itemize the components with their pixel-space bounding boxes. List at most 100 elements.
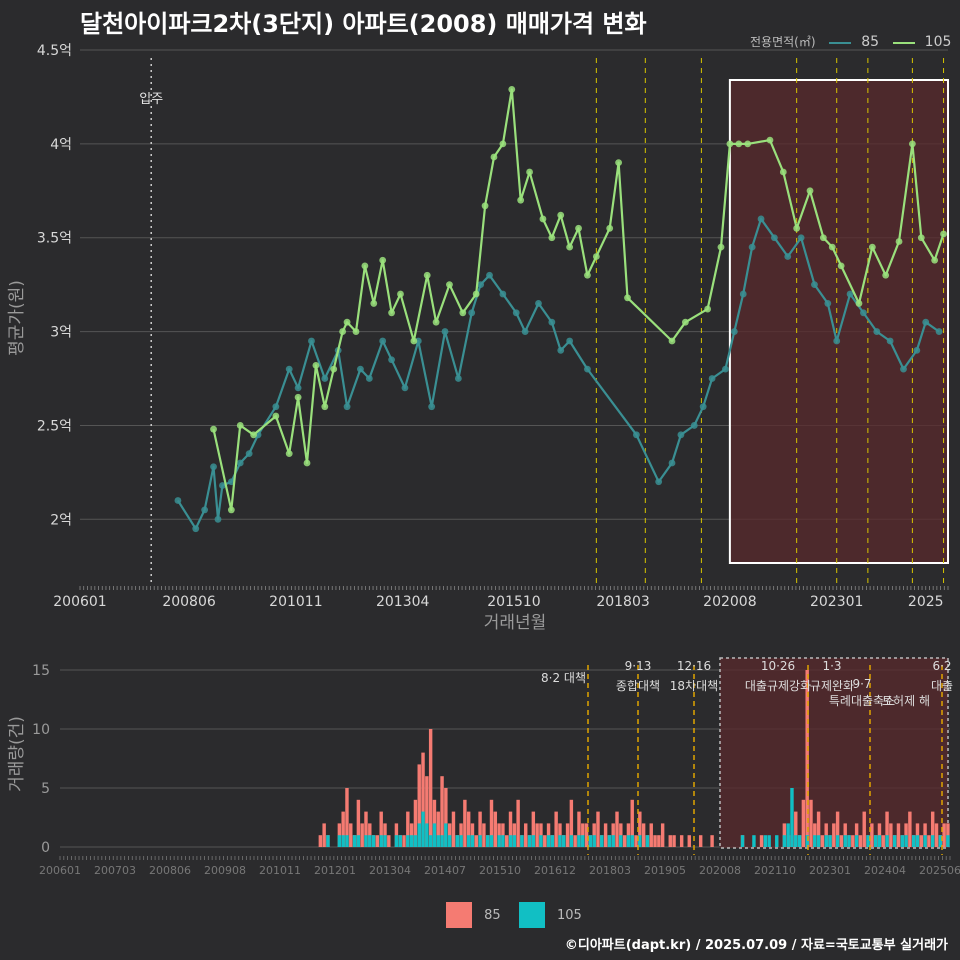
bar-85: [858, 835, 863, 847]
data-point-85: [535, 300, 542, 307]
data-point-105: [744, 140, 752, 148]
bar-y-tick-label: 5: [41, 781, 50, 797]
legend-label-85: 85: [861, 34, 880, 50]
data-point-85: [784, 253, 792, 260]
bar-105: [569, 835, 574, 847]
bar-85: [820, 835, 825, 847]
data-point-85: [557, 346, 565, 354]
bar-85: [474, 835, 478, 847]
bar-85: [349, 823, 353, 847]
bar-85: [356, 799, 361, 847]
bar-105: [356, 835, 361, 847]
data-point-85: [811, 281, 818, 289]
bar-85: [478, 811, 482, 847]
data-point-105: [895, 238, 903, 245]
policy-label: 특례대출축소: [829, 694, 895, 708]
data-point-105: [940, 230, 947, 238]
bar-105: [923, 835, 927, 847]
bar-105: [813, 835, 817, 847]
bar-105: [478, 835, 482, 847]
bar-85: [679, 835, 684, 847]
data-point-85: [486, 271, 493, 279]
data-point-105: [855, 300, 863, 307]
move-in-label: 입주: [139, 92, 163, 107]
data-point-85: [308, 337, 315, 345]
bar-85: [660, 823, 665, 847]
bar-85: [508, 811, 513, 847]
data-point-85: [846, 290, 854, 298]
bar-y-axis-title: 거래량(건): [7, 716, 27, 792]
bar-105: [740, 835, 745, 847]
bar-105: [911, 835, 916, 847]
bar-105: [915, 835, 920, 847]
bar-85: [794, 811, 798, 847]
data-point-105: [566, 243, 574, 251]
bar-105: [645, 835, 650, 847]
bar-105: [413, 835, 418, 847]
bar-85: [466, 811, 471, 847]
source-caption: ©디아파트(dapt.kr) / 2025.07.09 / 자료=국토교통부 실…: [564, 938, 948, 953]
legend-swatch-85: [829, 41, 852, 44]
bar-85: [531, 811, 536, 847]
data-point-105: [517, 196, 525, 204]
bar-105: [558, 835, 562, 847]
data-point-85: [668, 459, 676, 467]
bar-85: [364, 811, 368, 847]
bar-x-tick-label: 200601: [39, 864, 81, 877]
data-point-85: [690, 422, 698, 429]
bar-105: [782, 835, 787, 847]
data-point-105: [490, 153, 498, 161]
data-point-85: [272, 403, 280, 411]
bar-105: [790, 788, 794, 847]
bar-105: [577, 835, 581, 847]
bar-x-tick-label: 201304: [369, 864, 411, 877]
bar-85: [577, 811, 581, 847]
bar-85: [596, 811, 600, 847]
bar-85: [862, 811, 866, 847]
data-point-105: [499, 140, 507, 148]
policy-label: 대출: [931, 679, 953, 693]
data-point-105: [735, 140, 743, 148]
data-point-105: [321, 403, 329, 411]
data-point-105: [681, 318, 689, 326]
policy-date-label: 9·7: [852, 677, 871, 691]
data-point-105: [508, 86, 516, 93]
data-point-85: [379, 337, 387, 345]
bar-105: [364, 835, 368, 847]
data-point-85: [584, 365, 591, 373]
bar-105: [501, 835, 505, 847]
legend-title: 전용면적(㎡): [750, 35, 816, 49]
bar-x-tick-label: 202008: [699, 864, 741, 877]
bar-105: [626, 835, 631, 847]
bar-85: [641, 823, 646, 847]
data-point-85: [566, 337, 574, 345]
bar-105: [619, 835, 623, 847]
bar-105: [562, 835, 566, 847]
bottom-legend: 85 105: [446, 902, 596, 928]
data-point-105: [285, 450, 293, 457]
bar-105: [326, 835, 330, 847]
y-tick-label: 4억: [50, 137, 72, 153]
data-point-105: [592, 253, 600, 260]
bar-105: [786, 823, 790, 847]
data-point-105: [472, 290, 480, 298]
bar-105: [904, 835, 908, 847]
bar-105: [581, 835, 585, 847]
legend-box-85: [446, 902, 472, 928]
data-point-105: [250, 431, 257, 439]
data-point-85: [633, 431, 640, 439]
data-point-105: [868, 243, 876, 251]
policy-label: 종합대책: [616, 678, 660, 693]
bar-85: [934, 823, 939, 847]
data-point-105: [779, 168, 787, 176]
bar-x-tick-label: 201407: [424, 864, 466, 877]
data-point-105: [837, 262, 845, 270]
x-tick-label: 202008: [703, 594, 756, 610]
policy-date-label: 12·16: [677, 659, 711, 673]
x-tick-label: 2025: [908, 594, 944, 610]
bar-85: [402, 835, 406, 847]
bar-85: [524, 823, 528, 847]
bar-105: [470, 835, 475, 847]
bar-105: [352, 835, 357, 847]
